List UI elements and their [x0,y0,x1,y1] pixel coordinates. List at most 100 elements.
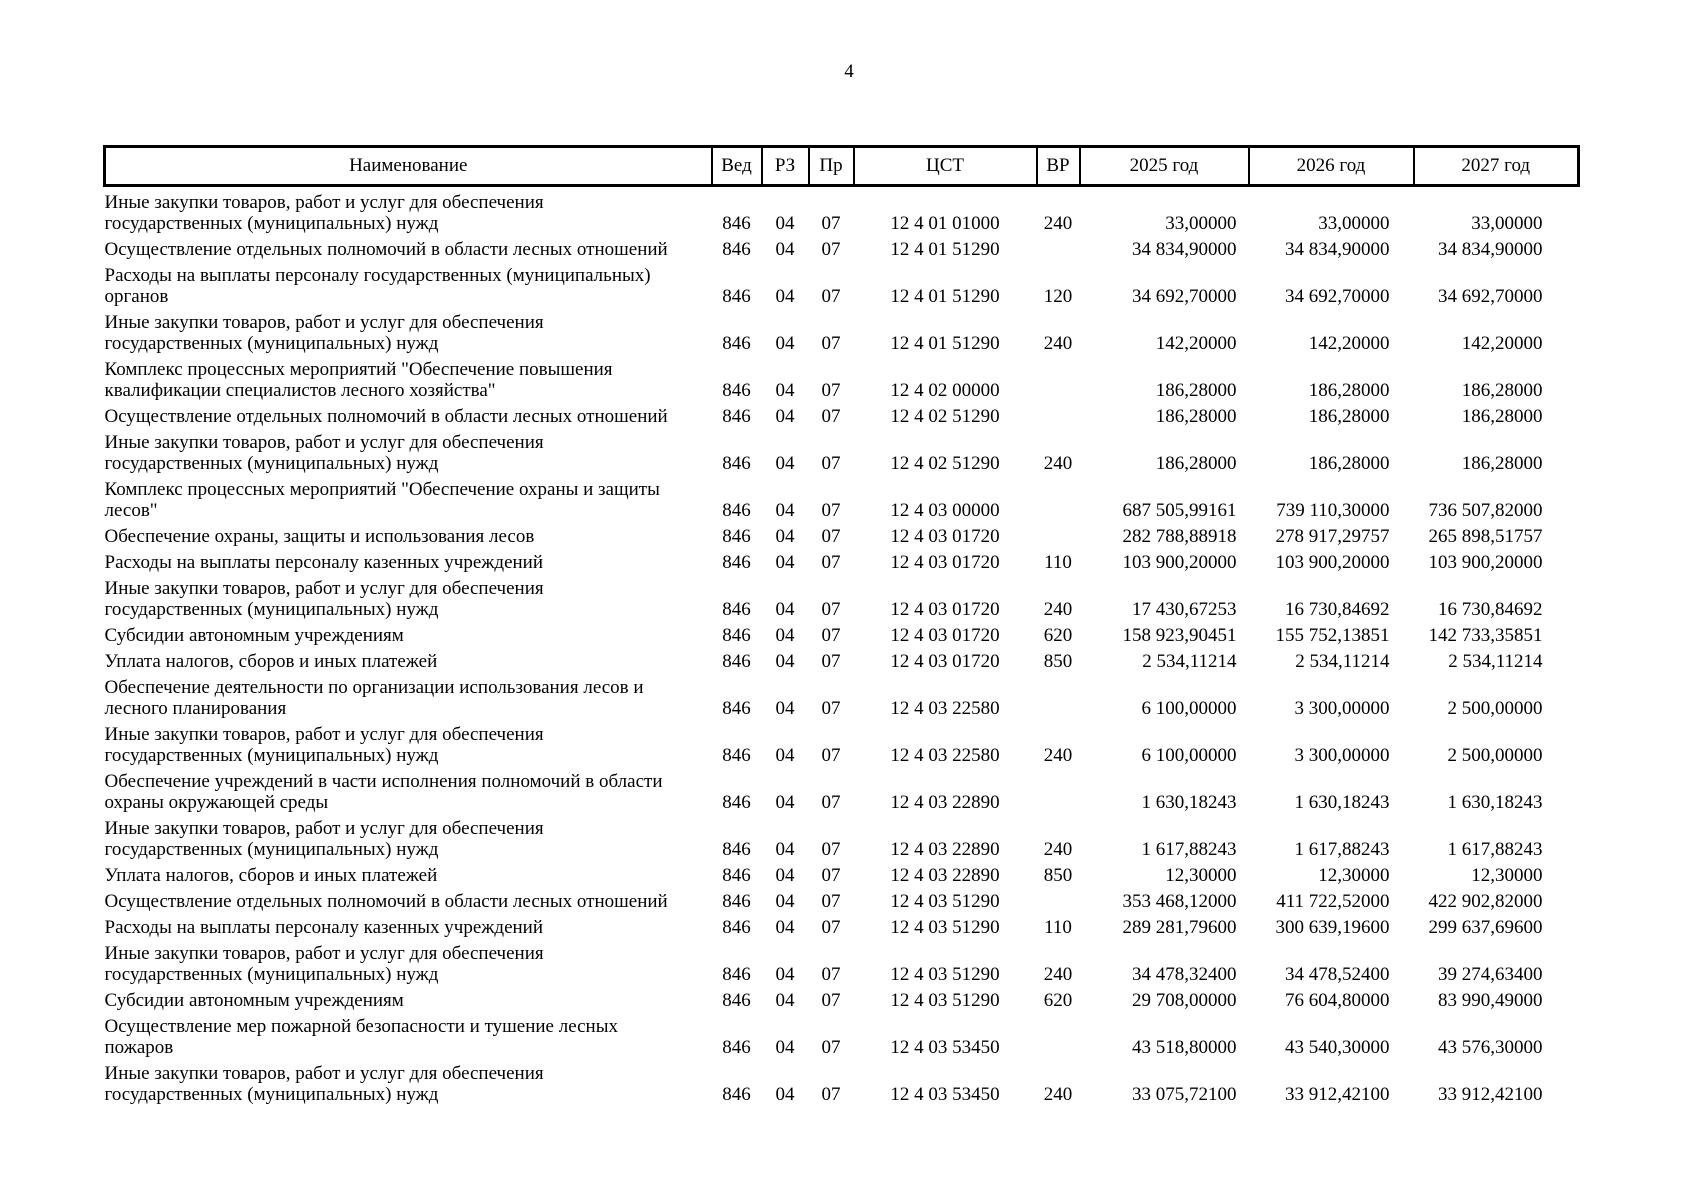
cell-vr: 240 [1043,213,1073,234]
cell-vr: 240 [1043,839,1073,860]
table-row: Осуществление отдельных полномочий в обл… [105,404,1579,430]
table-row: Иные закупки товаров, работ и услуг для … [105,1061,1579,1108]
cell-pr: 07 [821,917,841,938]
cell-cst: 12 4 03 51290 [890,891,1000,912]
cell-pr: 07 [821,239,841,260]
cell-y2027: 33,00000 [1471,213,1543,234]
cell-vr [1037,675,1080,722]
cell-name: Осуществление отдельных полномочий в обл… [104,406,668,427]
cell-rz: 04 [775,891,795,912]
cell-vr: 240 [1043,745,1073,766]
table-row: Уплата налогов, сборов и иных платежей 84… [105,863,1579,889]
table-row: Иные закупки товаров, работ и услуг для … [105,722,1579,769]
table-row: Иные закупки товаров, работ и услуг для … [105,310,1579,357]
column-header-rz: РЗ [760,145,809,187]
cell-y2026: 103 900,20000 [1275,552,1390,573]
cell-ved: 846 [722,964,751,985]
cell-name: Уплата налогов, сборов и иных платежей [104,865,438,886]
column-header-pr: Пр [807,145,854,187]
cell-y2025: 12,30000 [1165,865,1237,886]
cell-rz: 04 [775,552,795,573]
table-body: Иные закупки товаров, работ и услуг для … [105,186,1579,1109]
cell-ved: 846 [722,865,751,886]
cell-vr [1037,524,1080,550]
cell-rz: 04 [775,651,795,672]
cell-y2025: 6 100,00000 [1141,698,1237,719]
cell-ved: 846 [722,891,751,912]
cell-ved: 846 [722,917,751,938]
table-row: Иные закупки товаров, работ и услуг для … [105,576,1579,623]
cell-y2027: 142 733,35851 [1428,625,1543,646]
cell-rz: 04 [775,406,795,427]
cell-y2025: 186,28000 [1155,406,1237,427]
cell-y2025: 142,20000 [1155,333,1237,354]
cell-vr [1037,889,1080,915]
cell-y2026: 76 604,80000 [1285,990,1390,1011]
table-row: Осуществление мер пожарной безопасности … [105,1014,1579,1061]
table-row: Комплекс процессных мероприятий "Обеспеч… [105,357,1579,404]
cell-y2026: 186,28000 [1308,453,1390,474]
cell-y2027: 103 900,20000 [1428,552,1543,573]
cell-vr [1037,477,1080,524]
cell-rz: 04 [775,239,795,260]
cell-vr: 110 [1044,917,1072,938]
cell-y2027: 736 507,82000 [1428,500,1543,521]
cell-y2026: 16 730,84692 [1285,599,1390,620]
cell-cst: 12 4 03 01720 [890,526,1000,547]
cell-y2026: 142,20000 [1308,333,1390,354]
cell-pr: 07 [821,213,841,234]
cell-pr: 07 [821,990,841,1011]
cell-y2026: 739 110,30000 [1276,500,1390,521]
table-row: Иные закупки товаров, работ и услуг для … [105,941,1579,988]
cell-pr: 07 [821,552,841,573]
table-header: Наименование Вед РЗ Пр ЦСТ ВР 2025 год 2026 год… [103,145,1580,187]
cell-pr: 07 [821,1084,841,1105]
column-header-ved: Вед [710,145,762,187]
cell-y2025: 17 430,67253 [1132,599,1237,620]
cell-ved: 846 [722,526,751,547]
column-header-name: Наименование [103,145,712,187]
cell-y2027: 2 500,00000 [1447,698,1543,719]
table-row: Расходы на выплаты персоналу казенных уч… [105,550,1579,576]
cell-vr [1037,357,1080,404]
cell-cst: 12 4 03 01720 [890,552,1000,573]
cell-rz: 04 [775,380,795,401]
cell-cst: 12 4 01 01000 [890,213,1000,234]
cell-y2027: 265 898,51757 [1428,526,1543,547]
cell-vr: 240 [1043,1084,1073,1105]
cell-cst: 12 4 01 51290 [890,239,1000,260]
table-row: Обеспечение охраны, защиты и использован… [105,524,1579,550]
cell-pr: 07 [821,406,841,427]
cell-vr: 850 [1043,865,1073,886]
cell-name: Иные закупки товаров, работ и услуг для … [104,192,544,234]
cell-y2025: 29 708,00000 [1132,990,1237,1011]
cell-y2026: 1 630,18243 [1294,792,1390,813]
cell-name: Осуществление мер пожарной безопасности … [104,1016,619,1058]
table-row: Иные закупки товаров, работ и услуг для … [105,816,1579,863]
cell-rz: 04 [775,213,795,234]
cell-name: Субсидии автономным учреждениям [104,625,404,646]
cell-rz: 04 [775,964,795,985]
table-row: Комплекс процессных мероприятий "Обеспеч… [105,477,1579,524]
cell-y2025: 34 692,70000 [1132,286,1237,307]
cell-cst: 12 4 03 22890 [890,865,1000,886]
cell-y2027: 2 500,00000 [1447,745,1543,766]
cell-name: Расходы на выплаты персоналу казенных уч… [104,917,544,938]
cell-cst: 12 4 02 51290 [890,406,1000,427]
cell-pr: 07 [821,1037,841,1058]
cell-y2027: 16 730,84692 [1438,599,1543,620]
cell-rz: 04 [775,990,795,1011]
cell-y2026: 155 752,13851 [1275,625,1390,646]
cell-ved: 846 [722,213,751,234]
cell-ved: 846 [722,239,751,260]
cell-cst: 12 4 03 51290 [890,917,1000,938]
cell-pr: 07 [821,333,841,354]
cell-y2026: 34 692,70000 [1285,286,1390,307]
cell-pr: 07 [821,625,841,646]
cell-rz: 04 [775,625,795,646]
column-header-y2027: 2027 год [1412,145,1580,187]
table-row: Обеспечение деятельности по организации … [105,675,1579,722]
cell-cst: 12 4 03 22890 [890,792,1000,813]
cell-y2025: 43 518,80000 [1132,1037,1237,1058]
